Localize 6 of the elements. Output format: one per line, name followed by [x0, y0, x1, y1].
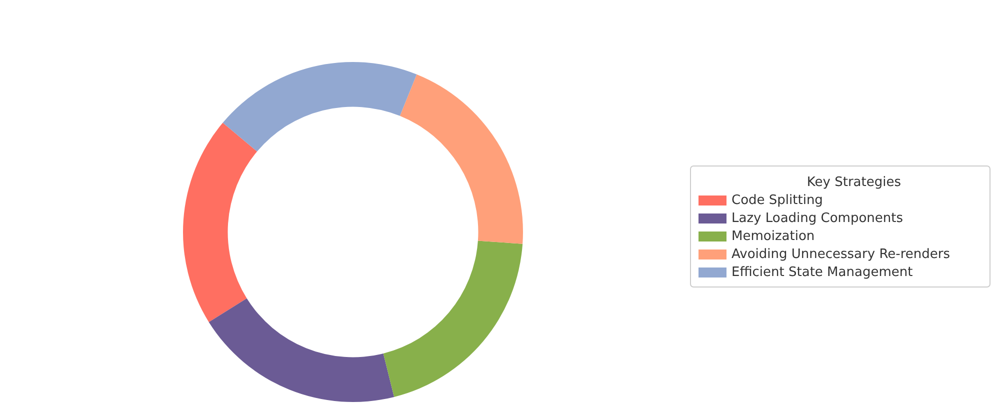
legend-label: Avoiding Unnecessary Re-renders — [732, 247, 950, 262]
legend-label: Memoization — [732, 229, 815, 244]
legend-label: Efficient State Management — [732, 265, 913, 280]
legend-label: Code Splitting — [732, 193, 823, 208]
legend-title: Key Strategies — [806, 175, 902, 190]
legend-label: Lazy Loading Components — [732, 211, 904, 226]
